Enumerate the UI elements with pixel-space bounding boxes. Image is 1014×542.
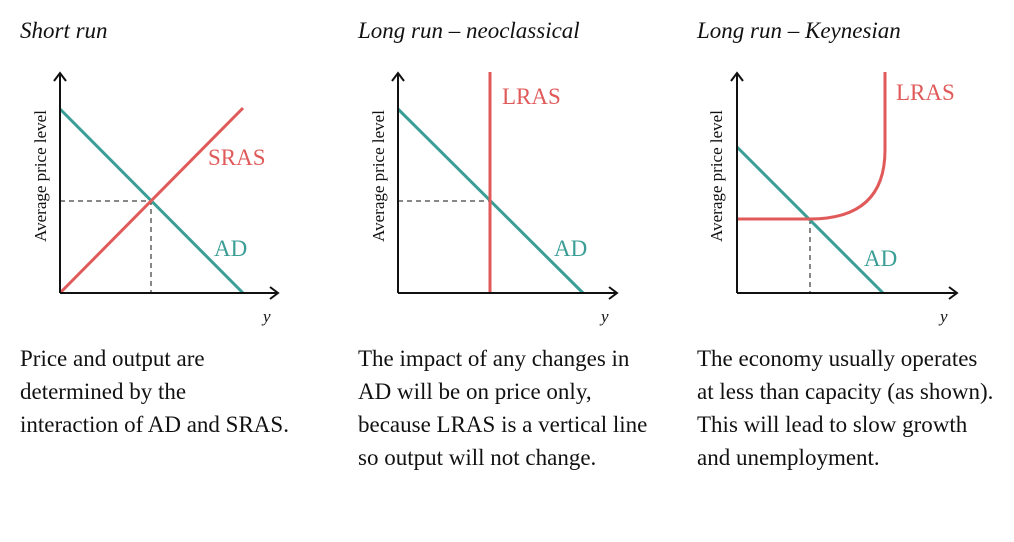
panel-description: Price and output are determined by the i… [20,346,289,437]
axes [730,71,959,300]
sras-label: SRAS [208,145,266,170]
sras-curve [58,106,245,295]
panel-long-run-neoclassical: Long run – neoclassical Average price le… [357,18,619,326]
y-axis-label: Average price level [369,110,388,242]
ad-label: AD [864,246,897,271]
lras-label: LRAS [502,84,561,109]
x-axis-label: y [261,307,271,326]
lras-label: LRAS [896,80,955,105]
panel-title: Short run [20,18,108,43]
ad-label: AD [214,236,247,261]
panel-short-run: Short run Average price level SRAS AD y [20,18,280,326]
x-axis-label: y [938,307,948,326]
y-axis-label: Average price level [31,110,50,242]
axes [53,71,280,300]
x-axis-label: y [599,307,609,326]
panel-description: The economy usually operates at less tha… [697,346,994,470]
panel-title: Long run – Keynesian [696,18,901,43]
panel-description: The impact of any changes in AD will be … [358,346,648,470]
panel-long-run-keynesian: Long run – Keynesian Average price level… [696,18,959,326]
panel-title: Long run – neoclassical [357,18,580,43]
y-axis-label: Average price level [707,110,726,242]
ad-label: AD [554,236,587,261]
lras-curve [737,72,887,221]
axes [391,71,619,300]
